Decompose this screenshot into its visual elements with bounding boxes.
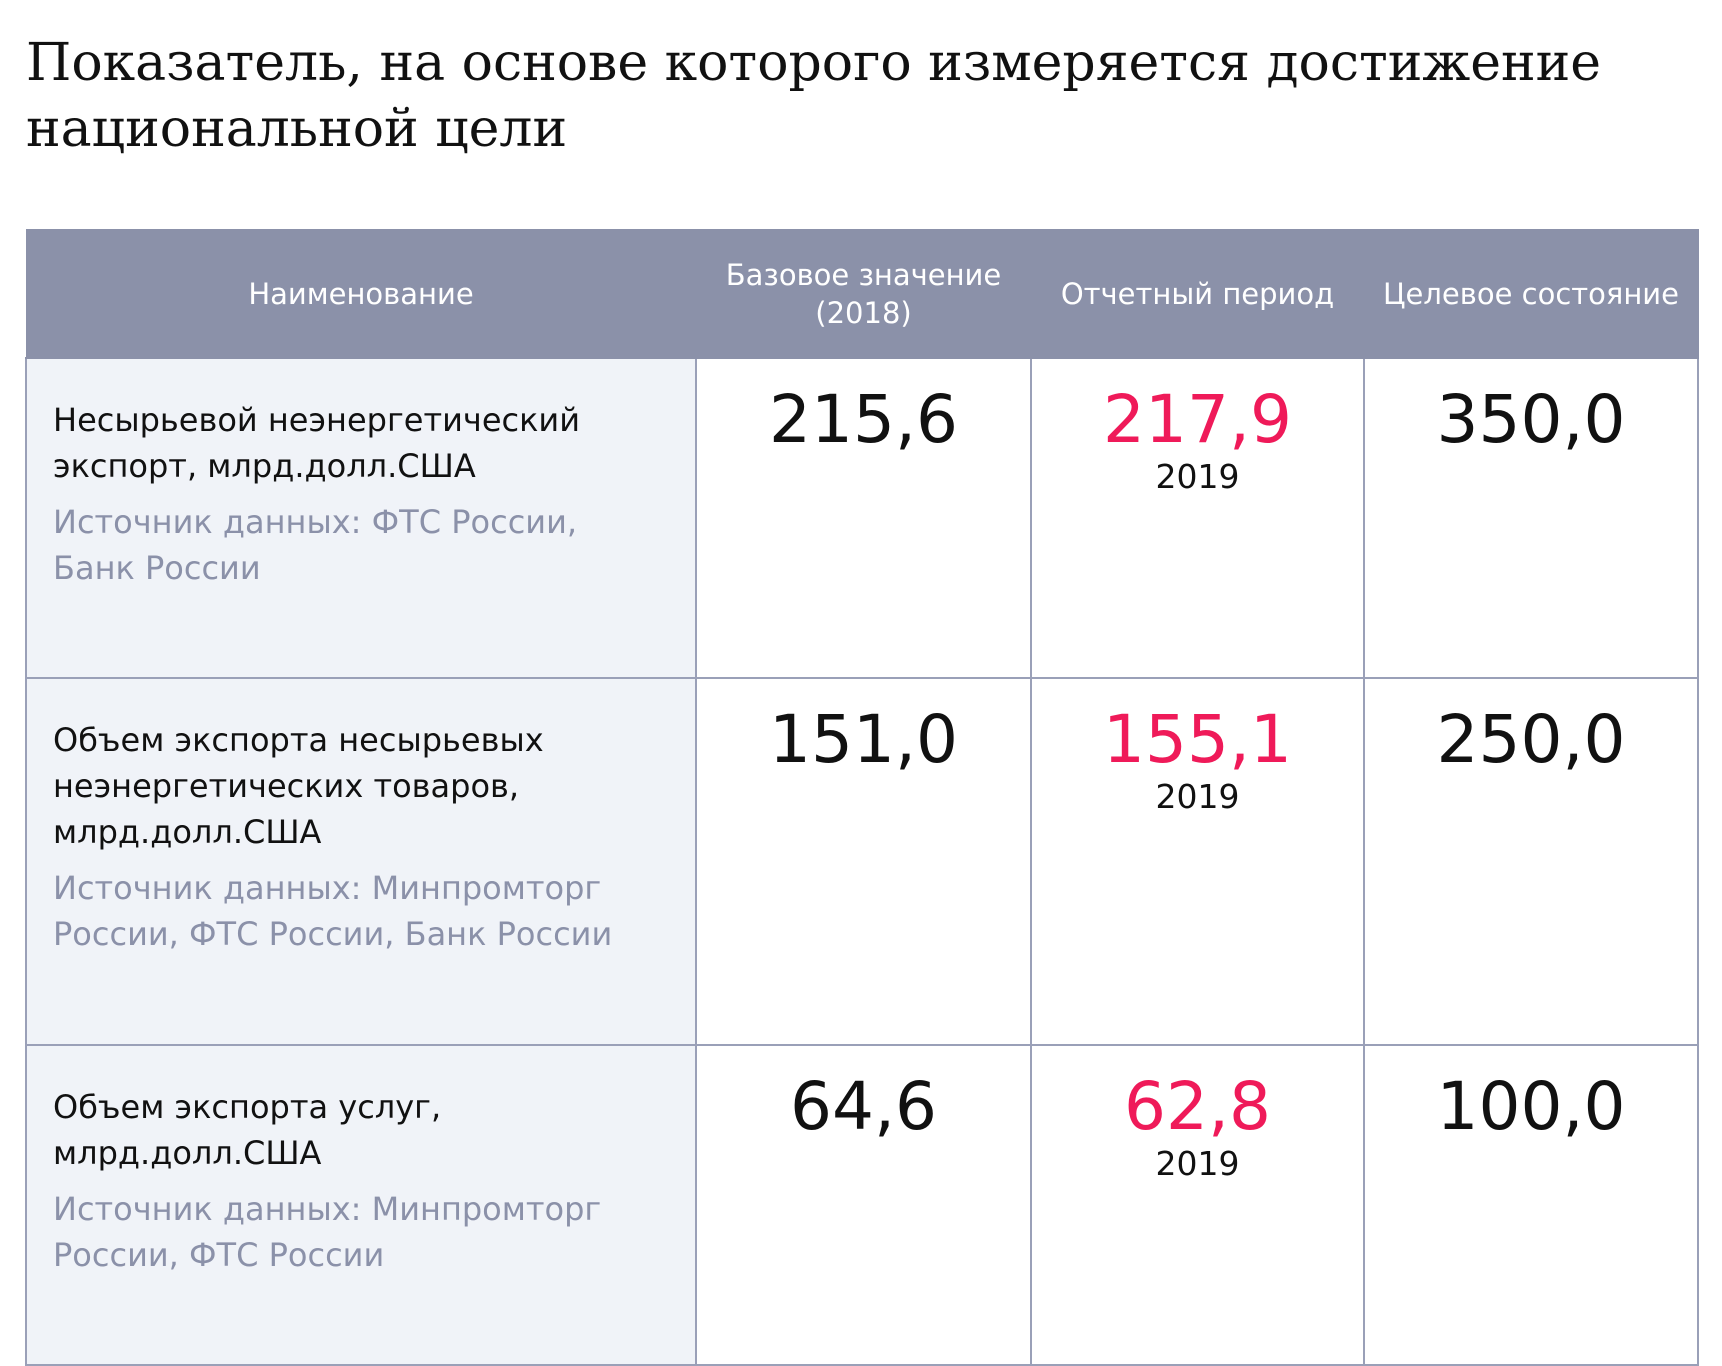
header-target-state: Целевое состояние bbox=[1363, 229, 1699, 359]
indicator-name: Объем экспорта несырьевых неэнергетическ… bbox=[53, 721, 544, 851]
table-row: Несырьевой неэнергетический экспорт, млр… bbox=[25, 357, 1699, 679]
indicator-source: Источник данных: Минпромторг России, ФТС… bbox=[53, 1190, 602, 1274]
page-title: Показатель, на основе которого измеряетс… bbox=[26, 33, 1602, 159]
base-value: 64,6 bbox=[790, 1068, 937, 1145]
period-value-cell: 217,9 2019 bbox=[1030, 357, 1365, 679]
base-value-cell: 151,0 bbox=[695, 677, 1032, 1046]
indicator-name-cell: Объем экспорта услуг, млрд.долл.США Исто… bbox=[25, 1044, 697, 1366]
indicator-name-cell: Несырьевой неэнергетический экспорт, млр… bbox=[25, 357, 697, 679]
header-base-value: Базовое значение (2018) bbox=[695, 229, 1032, 359]
base-value-cell: 215,6 bbox=[695, 357, 1032, 679]
indicator-source: Источник данных: Минпромторг России, ФТС… bbox=[53, 869, 613, 953]
header-reporting-period: Отчетный период bbox=[1030, 229, 1365, 359]
target-value: 100,0 bbox=[1436, 1068, 1626, 1145]
base-value: 215,6 bbox=[769, 381, 958, 458]
indicators-table: Наименование Базовое значение (2018) Отч… bbox=[25, 229, 1699, 1366]
target-value: 350,0 bbox=[1436, 381, 1626, 458]
header-name: Наименование bbox=[25, 229, 697, 359]
period-year: 2019 bbox=[1155, 1144, 1240, 1183]
period-value: 62,8 bbox=[1124, 1068, 1271, 1145]
table-row: Объем экспорта услуг, млрд.долл.США Исто… bbox=[25, 1044, 1699, 1366]
period-value-cell: 62,8 2019 bbox=[1030, 1044, 1365, 1366]
target-value: 250,0 bbox=[1436, 701, 1626, 778]
indicator-name-cell: Объем экспорта несырьевых неэнергетическ… bbox=[25, 677, 697, 1046]
table-header-row: Наименование Базовое значение (2018) Отч… bbox=[25, 229, 1699, 359]
target-value-cell: 100,0 bbox=[1363, 1044, 1699, 1366]
target-value-cell: 250,0 bbox=[1363, 677, 1699, 1046]
base-value: 151,0 bbox=[769, 701, 958, 778]
period-year: 2019 bbox=[1155, 457, 1240, 496]
base-value-cell: 64,6 bbox=[695, 1044, 1032, 1366]
period-value: 217,9 bbox=[1103, 381, 1292, 458]
indicator-name: Несырьевой неэнергетический экспорт, млр… bbox=[53, 401, 581, 485]
target-value-cell: 350,0 bbox=[1363, 357, 1699, 679]
indicator-source: Источник данных: ФТС России, Банк России bbox=[53, 503, 578, 587]
indicator-name: Объем экспорта услуг, млрд.долл.США bbox=[53, 1088, 442, 1172]
period-value-cell: 155,1 2019 bbox=[1030, 677, 1365, 1046]
period-value: 155,1 bbox=[1103, 701, 1292, 778]
period-year: 2019 bbox=[1155, 777, 1240, 816]
table-row: Объем экспорта несырьевых неэнергетическ… bbox=[25, 677, 1699, 1046]
